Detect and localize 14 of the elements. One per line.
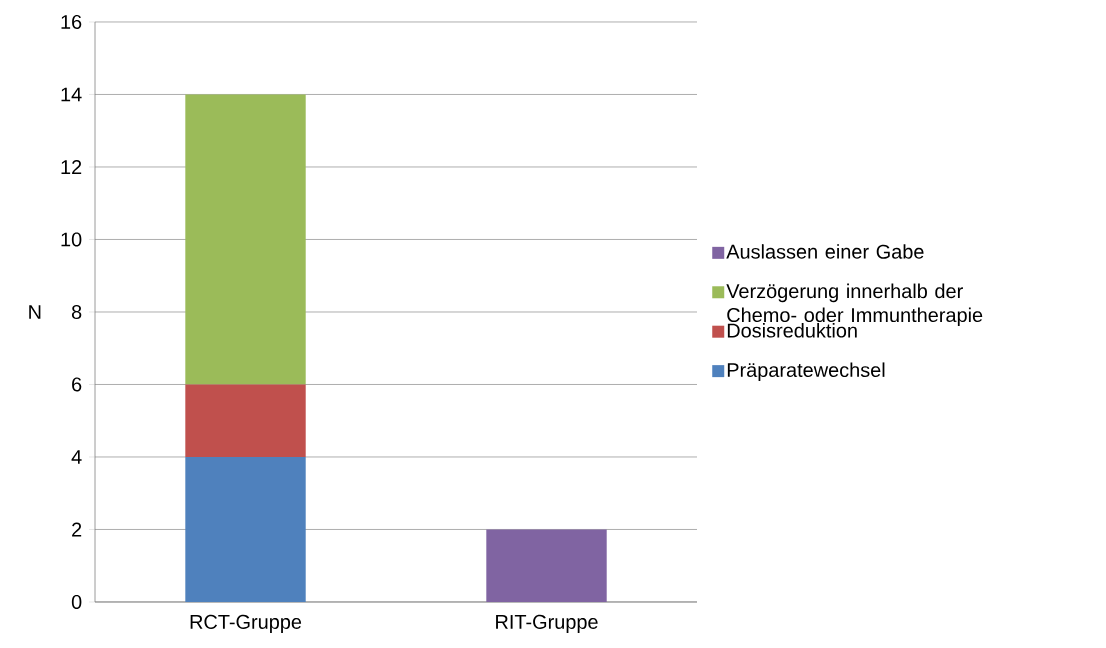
y-tick-label: 4 [71,450,82,464]
legend-label: Auslassen einer Gabe [726,244,924,259]
x-tick-label: RCT-Gruppe [190,614,302,633]
y-tick-label: 14 [61,87,82,102]
y-axis-title: N [29,305,41,319]
y-tick-label: 2 [72,522,82,537]
y-tick-label: 12 [61,160,82,174]
y-tick-label: 10 [61,232,82,247]
y-tick-label: 6 [72,377,82,392]
y-tick-label: 16 [61,14,82,30]
legend-label: Präparatewechsel [727,362,885,381]
y-tick-label: 0 [71,594,82,610]
y-tick-label: 8 [71,304,82,320]
x-tick-label: RIT-Gruppe [496,614,598,633]
